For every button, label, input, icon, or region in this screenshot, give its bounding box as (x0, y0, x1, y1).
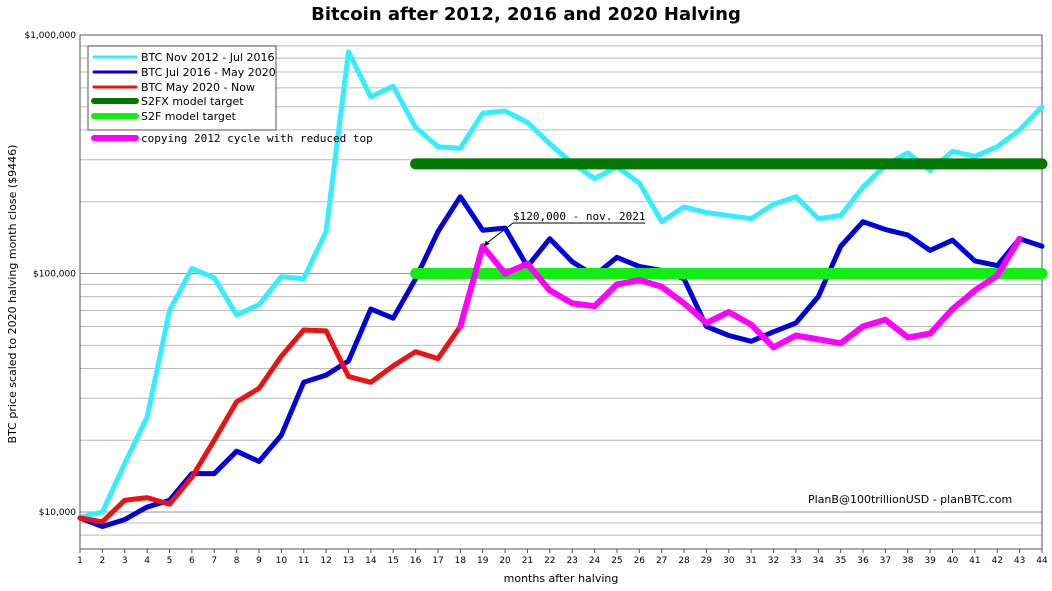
x-tick-label: 32 (768, 556, 779, 566)
x-tick-label: 18 (455, 556, 467, 566)
x-tick-label: 33 (790, 556, 801, 566)
x-tick-label: 41 (969, 556, 980, 566)
x-tick-label: 23 (566, 556, 577, 566)
x-tick-label: 17 (432, 556, 443, 566)
x-tick-label: 21 (522, 556, 533, 566)
x-tick-label: 26 (634, 556, 646, 566)
x-tick-label: 22 (544, 556, 555, 566)
x-tick-label: 38 (902, 556, 914, 566)
legend-label: S2F model target (141, 110, 237, 123)
x-tick-label: 12 (320, 556, 331, 566)
plot-frame (79, 34, 1043, 550)
x-tick-label: 4 (144, 556, 150, 566)
x-tick-label: 19 (477, 556, 489, 566)
annotation-arrowhead (483, 240, 490, 247)
y-tick-label: $100,000 (33, 270, 76, 280)
x-tick-label: 40 (947, 556, 959, 566)
x-tick-label: 1 (77, 556, 83, 566)
legend-label: S2FX model target (141, 95, 244, 108)
x-tick-label: 42 (992, 556, 1003, 566)
x-tick-label: 7 (211, 556, 217, 566)
x-tick-label: 15 (387, 556, 398, 566)
annotation-layer: $120,000 - nov. 2021 (483, 210, 645, 247)
legend-label: BTC Jul 2016 - May 2020 (141, 66, 276, 79)
x-tick-label: 27 (656, 556, 667, 566)
annotation-arrow (484, 222, 514, 246)
x-tick-label: 20 (499, 556, 511, 566)
series-layer (77, 49, 1048, 529)
x-tick-label: 29 (701, 556, 713, 566)
x-tick-label: 25 (611, 556, 622, 566)
series-line-3 (77, 323, 463, 525)
x-axis-label: months after halving (504, 572, 619, 585)
y-tick-label: $1,000,000 (24, 31, 76, 41)
x-tick-label: 44 (1036, 556, 1048, 566)
x-tick-label: 16 (410, 556, 422, 566)
x-tick-label: 37 (880, 556, 891, 566)
x-tick-label: 36 (857, 556, 869, 566)
axes (79, 34, 1043, 550)
credit-text: PlanB@100trillionUSD - planBTC.com (808, 493, 1012, 506)
x-tick-label: 9 (256, 556, 262, 566)
x-tick-label: 11 (298, 556, 309, 566)
y-tick-label: $10,000 (39, 508, 76, 518)
legend-label: copying 2012 cycle with reduced top (141, 132, 373, 145)
series-line-2 (77, 194, 1045, 529)
x-tick-label: 43 (1014, 556, 1025, 566)
tick-labels: 1 2 3 4 5 6 7 8 9 10 11 12 13 14 15 16 17 18 19 20 21 22 23 24 2… (24, 31, 1048, 566)
annotation-text: $120,000 - nov. 2021 (513, 210, 645, 223)
y-axis-label: BTC price scaled to 2020 halving month c… (6, 145, 19, 444)
series-line-6 (457, 235, 1023, 351)
x-tick-label: 13 (343, 556, 354, 566)
legend-label: BTC Nov 2012 - Jul 2016 (141, 51, 274, 64)
x-tick-label: 14 (365, 556, 377, 566)
legend: BTC Nov 2012 - Jul 2016 BTC Jul 2016 - Ma… (87, 45, 373, 145)
chart-title: Bitcoin after 2012, 2016 and 2020 Halvin… (311, 4, 741, 25)
x-tick-label: 30 (723, 556, 735, 566)
x-tick-label: 5 (167, 556, 173, 566)
x-tick-label: 6 (189, 556, 195, 566)
x-tick-label: 8 (234, 556, 240, 566)
legend-label: BTC May 2020 - Now (141, 81, 255, 94)
x-tick-label: 28 (678, 556, 690, 566)
x-tick-label: 2 (100, 556, 106, 566)
x-tick-label: 24 (589, 556, 601, 566)
x-tick-label: 35 (835, 556, 846, 566)
x-tick-label: 10 (276, 556, 288, 566)
x-tick-label: 31 (745, 556, 756, 566)
x-tick-label: 3 (122, 556, 128, 566)
x-tick-label: 39 (924, 556, 936, 566)
x-tick-label: 34 (813, 556, 825, 566)
